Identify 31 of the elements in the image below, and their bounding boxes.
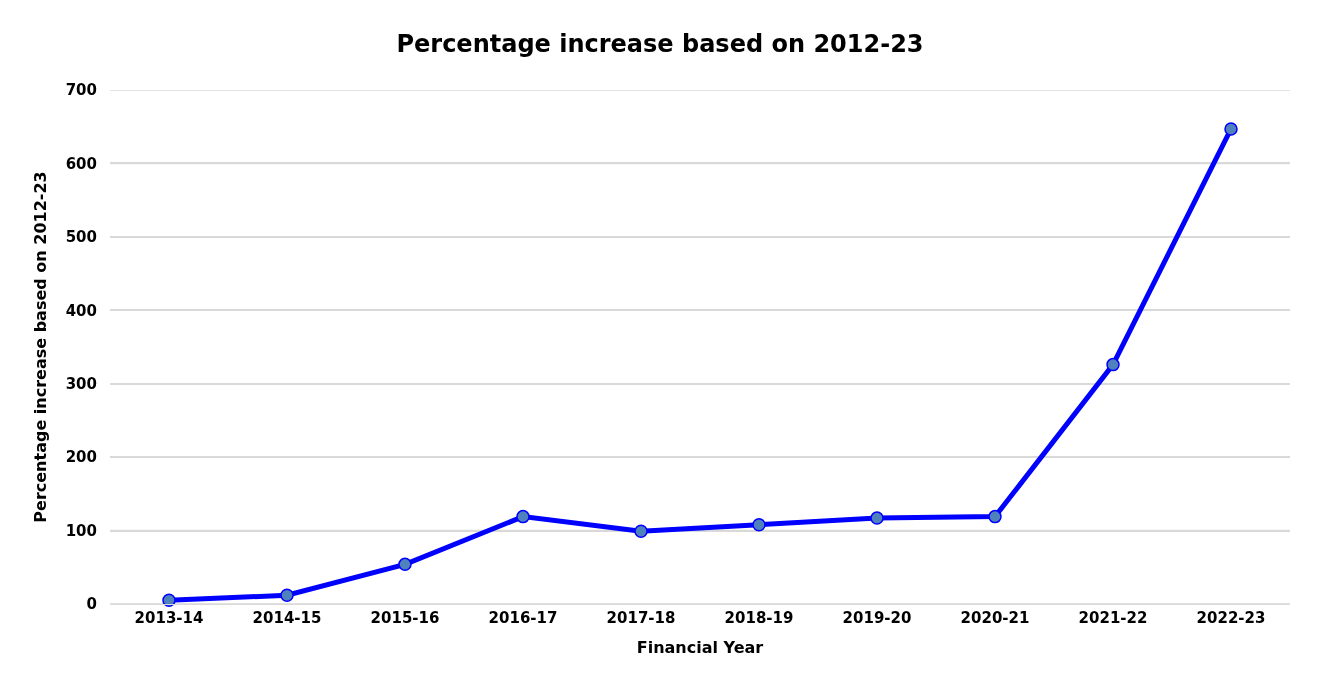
y-tick-label: 600 bbox=[65, 154, 97, 173]
y-tick-label: 300 bbox=[65, 374, 97, 393]
x-tick-label: 2018-19 bbox=[724, 609, 794, 627]
y-tick-label: 100 bbox=[65, 521, 97, 540]
point bbox=[1106, 357, 1120, 372]
y-tick-label: 0 bbox=[86, 595, 97, 614]
point bbox=[1224, 122, 1238, 136]
point bbox=[870, 511, 884, 525]
chart-title: Percentage increase based on 2012-23 bbox=[396, 29, 924, 58]
x-tick-label: 2019-20 bbox=[842, 609, 912, 627]
x-tick-label: 2017-18 bbox=[606, 609, 676, 627]
x-tick-label: 2021-22 bbox=[1078, 609, 1148, 627]
x-tick-label: 2014-15 bbox=[252, 609, 322, 627]
point bbox=[162, 593, 176, 608]
y-tick-label: 700 bbox=[65, 81, 97, 100]
point bbox=[398, 557, 412, 572]
x-tick-label: 2015-16 bbox=[370, 609, 440, 627]
point bbox=[988, 509, 1002, 524]
x-tick-label: 2022-23 bbox=[1196, 609, 1266, 627]
x-tick-label: 2016-17 bbox=[488, 609, 558, 627]
y-tick-label: 400 bbox=[65, 301, 97, 320]
point bbox=[634, 524, 648, 539]
point bbox=[752, 517, 766, 532]
x-tick-label: 2020-21 bbox=[960, 609, 1030, 627]
y-tick-label: 500 bbox=[65, 228, 97, 247]
y-tick-label: 200 bbox=[65, 448, 97, 467]
x-axis-title: Financial Year bbox=[636, 637, 764, 657]
point bbox=[516, 509, 530, 524]
point bbox=[280, 588, 294, 602]
y-axis-title: Percentage increase based on 2012-23 bbox=[30, 171, 50, 523]
x-tick-label: 2013-14 bbox=[134, 609, 204, 627]
